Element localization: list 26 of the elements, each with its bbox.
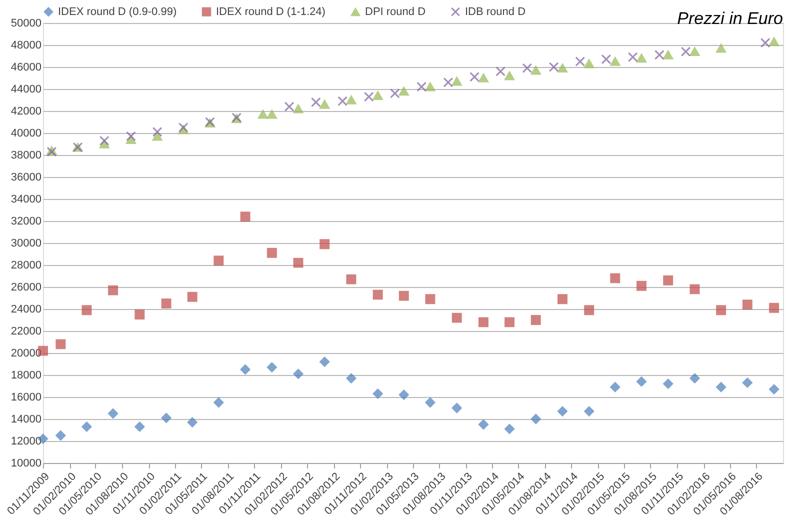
y-tick-label: 20000 <box>10 348 42 360</box>
y-tick-label: 36000 <box>10 172 42 184</box>
legend-label: IDEX round D (1-1.24) <box>216 6 326 18</box>
chart-title: Prezzi in Euro <box>677 9 783 28</box>
y-tick-label: 40000 <box>10 128 42 140</box>
legend-label: IDEX round D (0.9-0.99) <box>58 6 177 18</box>
y-tick-label: 30000 <box>10 238 42 250</box>
y-tick-label: 28000 <box>10 260 42 272</box>
y-tick-label: 42000 <box>10 106 42 118</box>
y-tick-label: 10000 <box>10 458 42 470</box>
y-tick-label: 14000 <box>10 414 42 426</box>
y-tick-label: 12000 <box>10 436 42 448</box>
legend-label: IDB round D <box>465 6 526 18</box>
y-tick-label: 32000 <box>10 216 42 228</box>
y-tick-label: 38000 <box>10 150 42 162</box>
y-tick-label: 24000 <box>10 304 42 316</box>
y-tick-label: 26000 <box>10 282 42 294</box>
y-tick-label: 46000 <box>10 62 42 74</box>
y-tick-label: 18000 <box>10 370 42 382</box>
y-tick-label: 16000 <box>10 392 42 404</box>
y-tick-label: 34000 <box>10 194 42 206</box>
legend-label: DPI round D <box>365 6 426 18</box>
y-tick-label: 50000 <box>10 18 42 30</box>
y-tick-label: 44000 <box>10 84 42 96</box>
y-tick-label: 48000 <box>10 40 42 52</box>
y-tick-label: 22000 <box>10 326 42 338</box>
